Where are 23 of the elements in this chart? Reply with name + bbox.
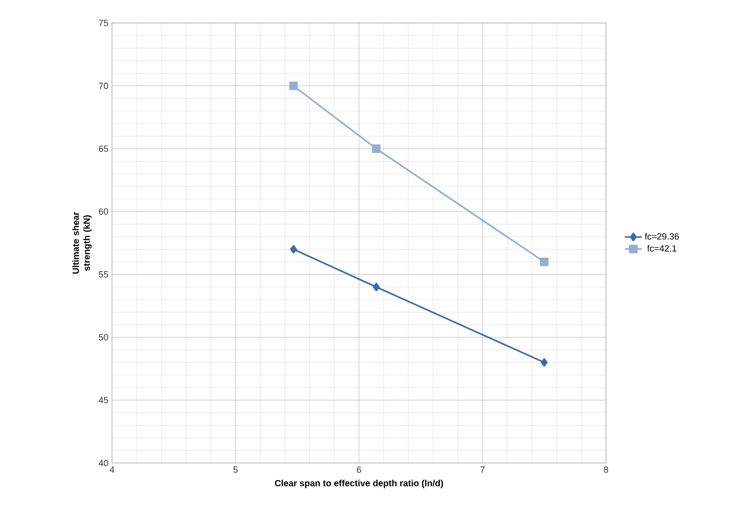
y-tick-label: 60	[98, 208, 108, 215]
y-tick-label: 70	[98, 82, 108, 90]
point	[289, 82, 298, 90]
x-tick-label: 7	[480, 466, 485, 473]
point	[372, 282, 380, 292]
y-tick-label: 55	[98, 271, 108, 278]
legend-label: fc=42.1	[647, 244, 676, 252]
x-tick-label: 4	[110, 466, 114, 473]
point	[540, 258, 549, 266]
y-tick-label: 40	[98, 460, 108, 466]
y-tick-label: 65	[98, 146, 108, 152]
x-tick-label: 6	[356, 466, 362, 473]
y-tick-label: 50	[98, 334, 108, 340]
point	[372, 144, 381, 153]
legend-label: fc=29.36	[644, 233, 679, 240]
point	[290, 244, 297, 254]
y-tick-label: 45	[98, 397, 108, 404]
y-tick-label: 75	[98, 20, 108, 26]
point	[540, 358, 548, 367]
y-axis-title: Ultimate shear strength (kN)	[72, 212, 92, 274]
x-tick-label: 5	[233, 466, 238, 473]
x-axis-title: Clear span to effective depth ratio (ln/d)	[274, 480, 443, 488]
x-tick-label: 8	[604, 466, 608, 473]
